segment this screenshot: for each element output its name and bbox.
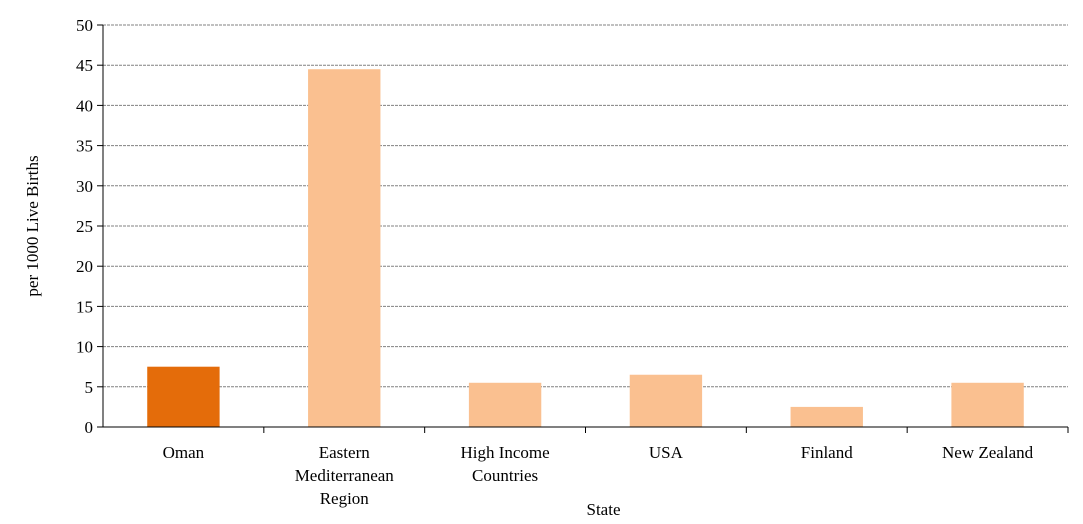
bar-eastern-mediterranean-region [308,69,381,427]
y-tick-label: 5 [85,378,94,397]
y-tick-labels: 0 5 10 15 20 25 30 35 40 45 50 [76,16,93,437]
bars [147,69,1024,427]
y-axis-title: per 1000 Live Births [23,155,42,296]
axes [97,24,1069,433]
y-tick-label: 15 [76,297,93,316]
x-tick-label: Finland [801,443,853,462]
y-tick-label: 20 [76,257,93,276]
x-tick-label: Eastern Mediterranean Region [295,443,395,508]
y-tick-label: 45 [76,56,93,75]
y-tick-label: 0 [85,418,94,437]
bar-oman [147,366,220,427]
bar-high-income-countries [468,382,542,427]
bar-usa [629,374,703,427]
x-tick-labels: Oman Eastern Mediterranean Region High Incom… [163,443,1034,508]
y-tick-label: 35 [76,137,93,156]
x-tick-label: Oman [163,443,205,462]
bar-new-zealand [951,382,1024,427]
y-tick-label: 50 [76,16,93,35]
gridlines [103,24,1068,388]
y-tick-label: 30 [76,177,93,196]
y-tick-label: 40 [76,96,93,115]
x-tick-label: USA [649,443,684,462]
x-tick-label: New Zealand [942,443,1034,462]
y-tick-label: 25 [76,217,93,236]
bar-finland [790,406,863,427]
y-tick-label: 10 [76,338,93,357]
x-tick-label: High Income Countries [460,443,549,485]
x-axis-title: State [587,500,621,519]
